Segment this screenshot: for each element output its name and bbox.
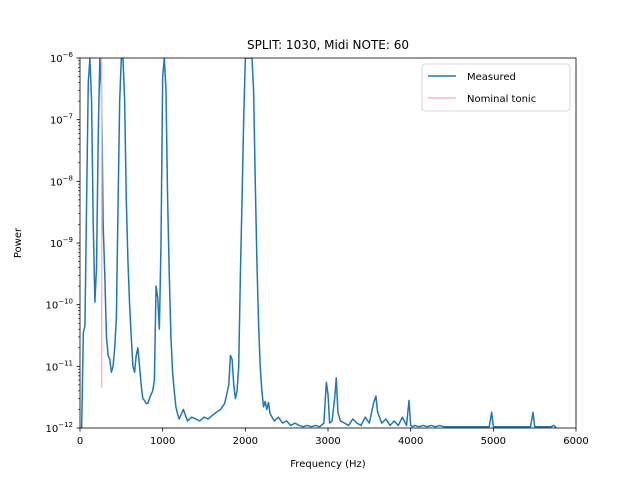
- y-tick-label: 10−10: [45, 298, 73, 312]
- x-axis-ticks: 0 1000 2000 3000 4000 5000 6000: [77, 428, 589, 447]
- series-layer: [80, 58, 557, 428]
- chart-title: SPLIT: 1030, Midi NOTE: 60: [247, 38, 409, 52]
- y-tick-label: 10−7: [50, 113, 73, 127]
- y-axis-ticks: 10−12 10−11 10−10 10−9 10−8 10−7 10−6: [45, 51, 80, 435]
- y-tick-label: 10−9: [50, 236, 73, 250]
- x-tick-label: 5000: [481, 436, 506, 447]
- y-tick-label: 10−11: [45, 359, 73, 373]
- x-axis-label: Frequency (Hz): [290, 459, 366, 470]
- legend-label-measured: Measured: [467, 72, 516, 83]
- x-tick-label: 1000: [150, 436, 175, 447]
- x-tick-label: 4000: [398, 436, 423, 447]
- x-tick-label: 2000: [233, 436, 258, 447]
- x-tick-label: 0: [77, 436, 83, 447]
- y-tick-label: 10−6: [50, 51, 74, 65]
- y-tick-label: 10−8: [50, 174, 73, 188]
- series-measured-line: [80, 58, 557, 428]
- legend-box: [421, 63, 571, 112]
- y-tick-label: 10−12: [45, 421, 73, 435]
- x-tick-label: 3000: [315, 436, 340, 447]
- y-axis-label: Power: [13, 227, 24, 258]
- legend: Measured Nominal tonic: [421, 63, 571, 112]
- legend-label-nominal-tonic: Nominal tonic: [467, 94, 536, 105]
- x-tick-label: 6000: [563, 436, 588, 447]
